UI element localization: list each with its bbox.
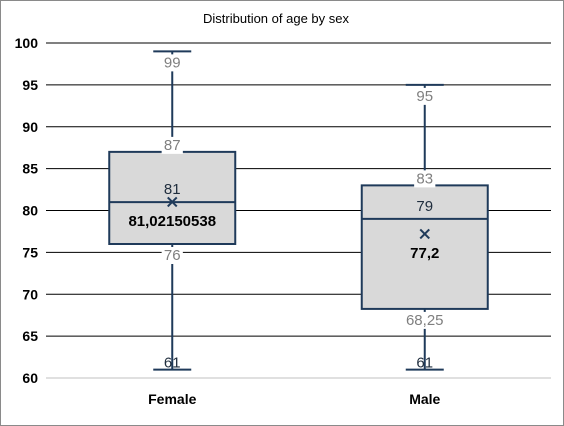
- max-label-bg: [161, 54, 183, 72]
- mean-marker-stroke: [167, 196, 178, 208]
- q1-label-bg: [401, 311, 449, 329]
- x-category-label: Male: [409, 391, 440, 407]
- y-tick-label: 100: [15, 35, 39, 51]
- y-tick-label: 65: [22, 328, 38, 344]
- min-label-group: 61: [164, 355, 181, 372]
- min-label: 61: [416, 355, 433, 372]
- q3-label-group: 87: [161, 136, 183, 154]
- q3-label-bg: [414, 170, 436, 188]
- max-label-group: 95: [414, 87, 436, 105]
- max-label: 95: [416, 88, 433, 105]
- q1-label: 68,25: [406, 312, 444, 329]
- iqr-box: [108, 150, 237, 245]
- q3-label-bg: [161, 136, 183, 154]
- q3-label: 83: [416, 170, 433, 187]
- min-label-group: 61: [416, 355, 433, 372]
- mean-label-group: 81,02150538: [128, 213, 216, 230]
- y-tick-label: 85: [22, 161, 38, 177]
- q1-label-group: 68,25: [401, 311, 449, 329]
- mean-marker: [167, 196, 178, 208]
- mean-label-group: 77,2: [410, 245, 439, 262]
- max-label-group: 99: [161, 54, 183, 72]
- box-series: 99 87 81 81,02150538 76 61 95 83 79 77,2 68,25 61: [108, 50, 489, 372]
- q1-label: 76: [164, 247, 181, 264]
- x-category-label: Female: [148, 391, 196, 407]
- box-male: 95 83 79 77,2 68,25 61: [360, 83, 489, 372]
- median-label-group: 79: [416, 198, 433, 215]
- median-label-group: 81: [164, 181, 181, 198]
- iqr-box: [360, 184, 489, 310]
- median-label: 81: [164, 181, 181, 198]
- y-tick-label: 60: [22, 370, 38, 386]
- box-female: 99 87 81 81,02150538 76 61: [108, 50, 237, 372]
- y-tick-label: 90: [22, 119, 38, 135]
- y-tick-label: 70: [22, 286, 38, 302]
- x-axis-category-labels: Female Male: [148, 391, 440, 407]
- max-label: 99: [164, 54, 181, 71]
- q1-label-bg: [161, 247, 183, 264]
- mean-label: 77,2: [410, 245, 439, 262]
- chart-title: Distribution of age by sex: [203, 11, 349, 26]
- y-tick-label: 80: [22, 203, 38, 219]
- mean-marker-stroke: [419, 228, 430, 240]
- q3-label-group: 83: [414, 170, 436, 188]
- gridlines: [46, 42, 551, 379]
- median-label: 79: [416, 198, 433, 215]
- q1-label-group: 76: [161, 247, 183, 264]
- max-label-bg: [414, 87, 436, 105]
- y-tick-label: 75: [22, 244, 38, 260]
- y-axis-tick-labels: 60 65 70 75 80 85 90 95 100: [15, 35, 39, 386]
- q3-label: 87: [164, 137, 181, 154]
- min-label: 61: [164, 355, 181, 372]
- y-tick-label: 95: [22, 77, 38, 93]
- mean-label: 81,02150538: [128, 213, 216, 230]
- mean-marker: [419, 228, 430, 240]
